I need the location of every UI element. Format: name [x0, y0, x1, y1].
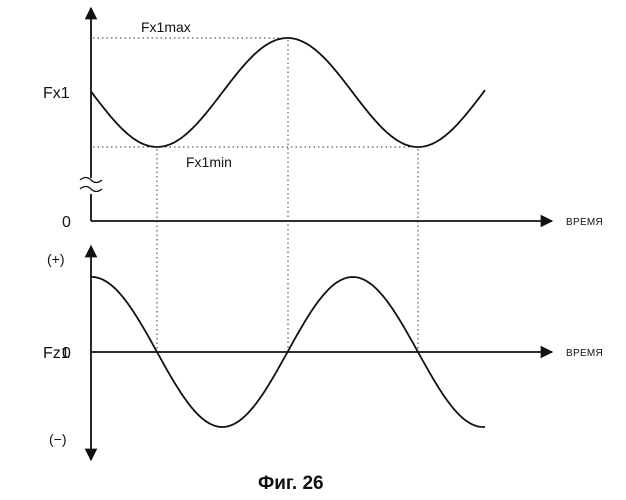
minus-label: (−) — [49, 431, 67, 447]
figure-caption: Фиг. 26 — [258, 473, 324, 494]
bottom-origin-label: 0 — [62, 345, 71, 362]
connector-lines — [157, 40, 418, 352]
top-x-label: ВРЕМЯ — [566, 217, 603, 228]
max-label: Fx1max — [141, 19, 191, 35]
axis-break-icon — [80, 178, 102, 192]
bottom-plot: (+) Fz1 0 (−) ВРЕМЯ — [43, 246, 603, 460]
top-y-label: Fx1 — [43, 85, 70, 102]
plus-label: (+) — [47, 251, 65, 267]
top-plot: Fx1 0 ВРЕМЯ Fx1max Fx1min — [43, 8, 603, 231]
bottom-x-label: ВРЕМЯ — [566, 348, 603, 359]
top-origin-label: 0 — [62, 214, 71, 231]
min-label: Fx1min — [186, 154, 232, 170]
